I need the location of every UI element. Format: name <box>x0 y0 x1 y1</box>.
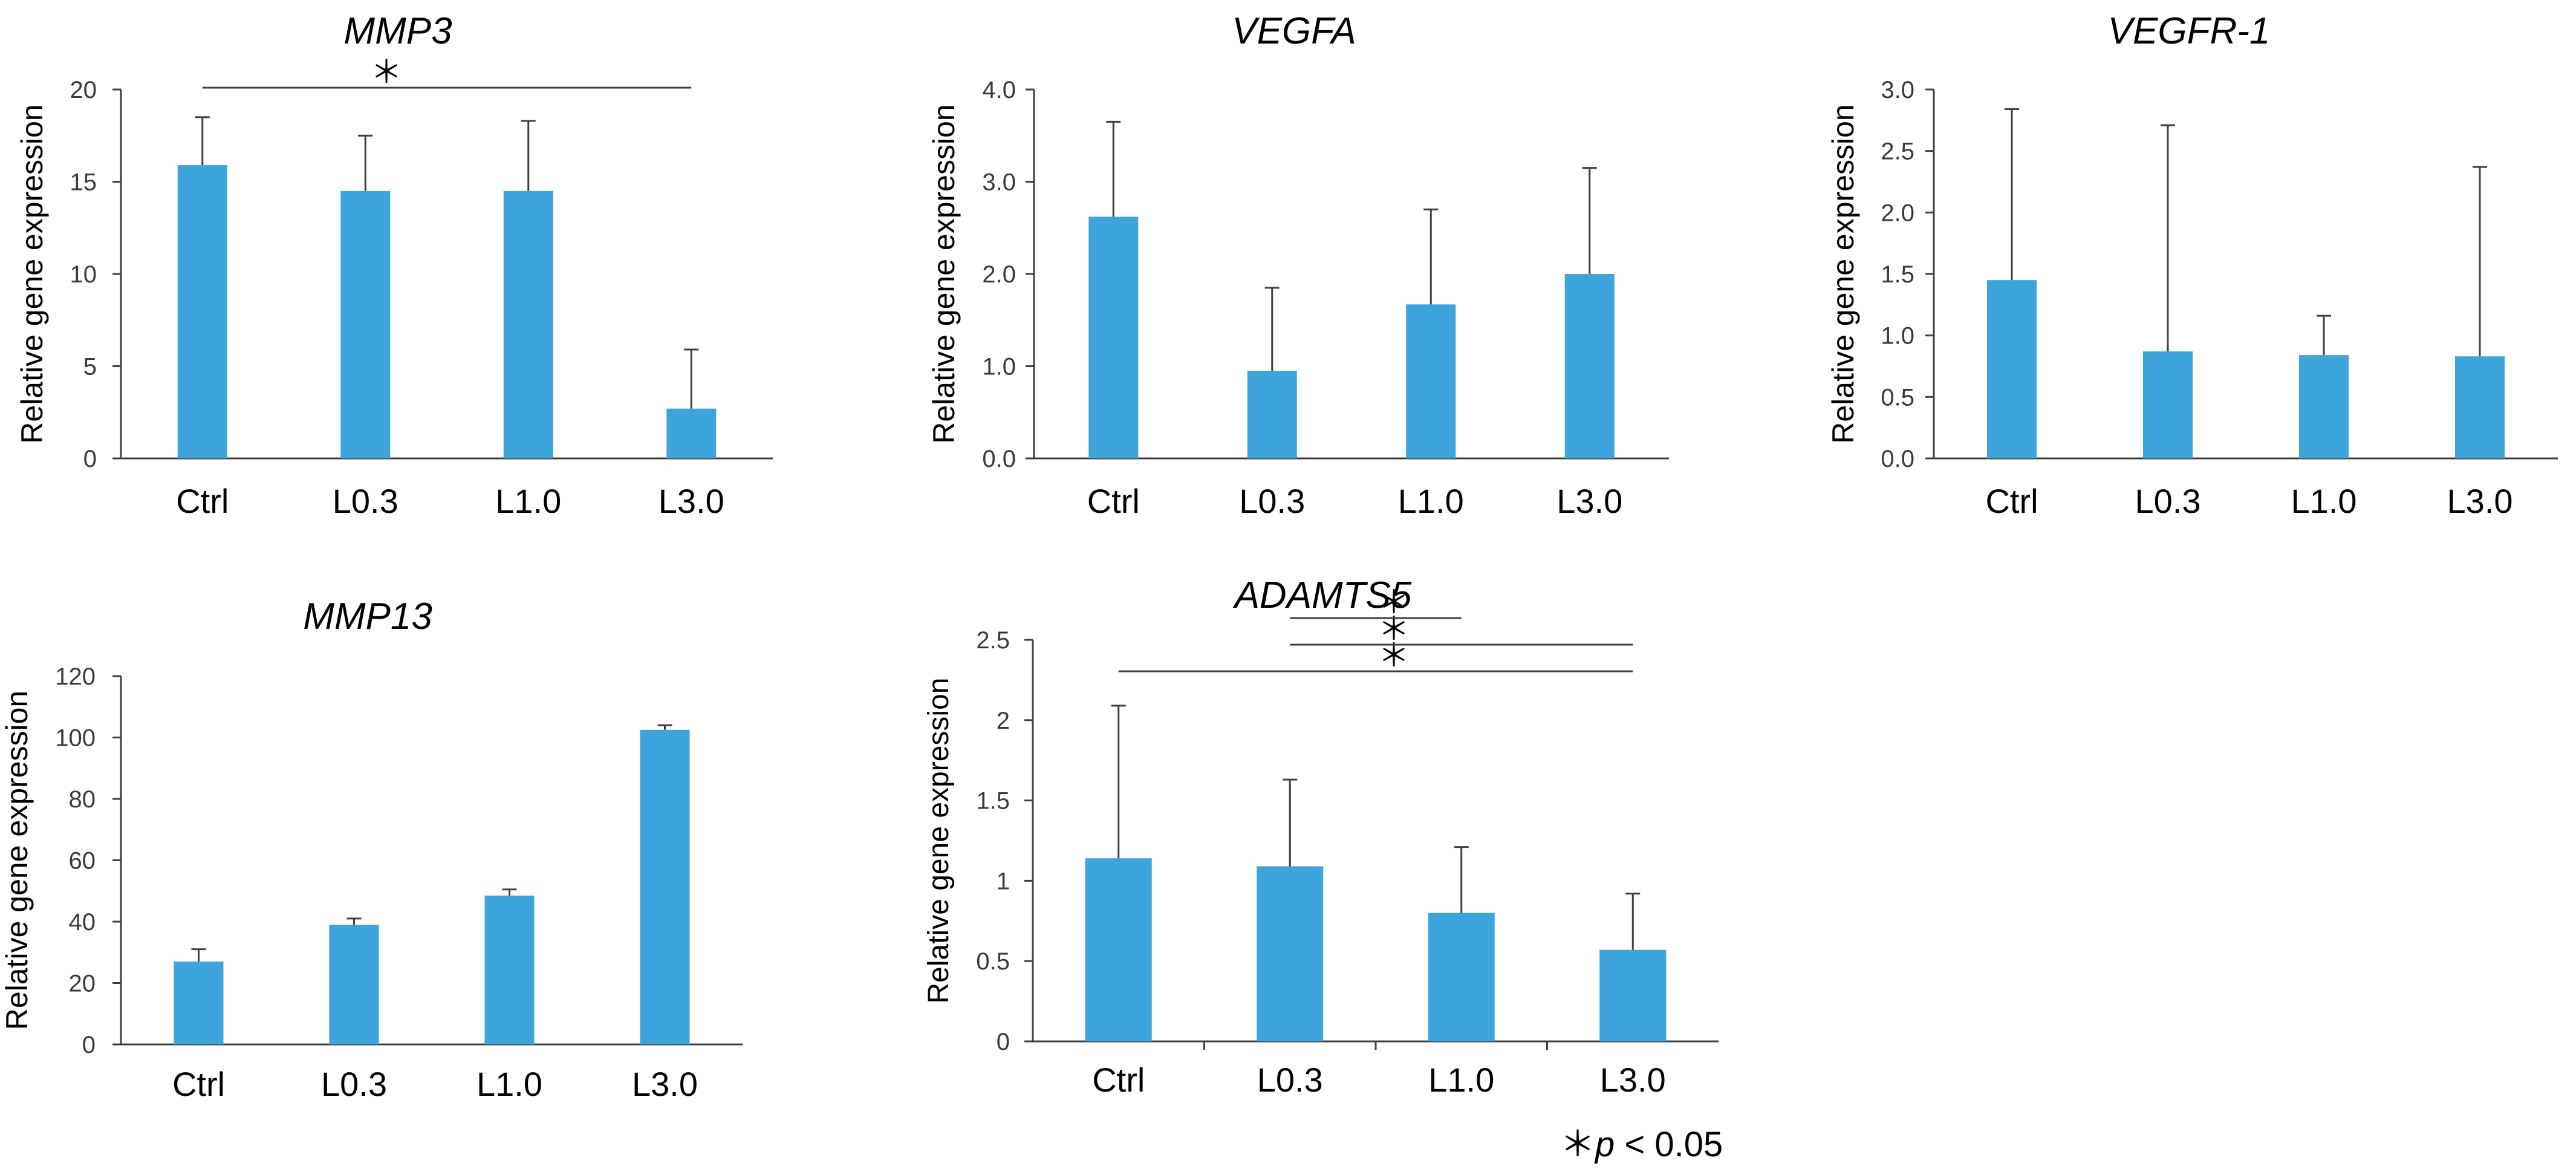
y-axis-label: Relative gene expression <box>927 104 961 443</box>
significance-star: ＊ <box>1378 585 1410 620</box>
y-tick-label: 0.5 <box>1881 384 1914 411</box>
bar-L0.3 <box>1257 866 1324 1041</box>
significance-star: ＊ <box>371 55 402 90</box>
category-label: L1.0 <box>2291 482 2357 520</box>
category-label: Ctrl <box>1087 482 1140 520</box>
significance-footnote: ＊p < 0.05 <box>1560 1116 1723 1167</box>
y-tick-label: 1.5 <box>976 788 1010 815</box>
bar-L1.0 <box>503 190 553 458</box>
category-label: L3.0 <box>659 482 724 520</box>
bar-L3.0 <box>2455 356 2505 458</box>
footnote-threshold: < 0.05 <box>1615 1125 1723 1164</box>
category-label: Ctrl <box>1092 1061 1145 1099</box>
bar-L1.0 <box>484 895 535 1044</box>
bar-Ctrl <box>1088 217 1139 458</box>
y-tick-label: 10 <box>70 261 97 288</box>
bar-L1.0 <box>1428 913 1495 1041</box>
y-tick-label: 20 <box>70 77 97 103</box>
y-tick-label: 0.5 <box>976 948 1010 975</box>
bar-Ctrl <box>1085 858 1152 1041</box>
bar-L1.0 <box>1406 304 1456 458</box>
bar-Ctrl <box>174 961 224 1044</box>
y-axis-label: Relative gene expression <box>0 691 34 1030</box>
chart-title: VEGFA <box>1232 10 1356 52</box>
y-tick-label: 2.0 <box>1881 200 1914 226</box>
category-label: Ctrl <box>176 482 229 520</box>
y-tick-label: 0 <box>82 1032 96 1058</box>
y-tick-label: 1 <box>997 868 1010 894</box>
chart-mmp3: MMP3 Relative gene expression 0 5 10 15 20 Ctrl… <box>15 10 773 520</box>
bar-Ctrl <box>177 165 227 458</box>
chart-vegfa: VEGFA Relative gene expression 0.0 1.0 2.0 3.… <box>927 10 1669 520</box>
y-tick-label: 100 <box>55 725 96 752</box>
y-tick-label: 120 <box>55 663 96 690</box>
bar-L3.0 <box>1599 949 1667 1041</box>
category-label: L1.0 <box>495 482 561 520</box>
y-tick-label: 3.0 <box>982 169 1016 196</box>
y-tick-label: 80 <box>69 786 96 813</box>
footnote-p: p <box>1595 1125 1615 1164</box>
y-tick-label: 20 <box>69 971 96 997</box>
category-label: L1.0 <box>1428 1061 1494 1099</box>
category-label: L3.0 <box>1556 482 1622 520</box>
y-tick-label: 0.0 <box>1881 446 1914 472</box>
bar-L0.3 <box>340 190 391 458</box>
y-tick-label: 0 <box>83 446 97 472</box>
chart-title: MMP13 <box>303 596 432 637</box>
y-tick-label: 60 <box>69 848 96 874</box>
category-label: L1.0 <box>476 1065 542 1103</box>
y-tick-label: 4.0 <box>982 77 1016 103</box>
y-axis-label: Relative gene expression <box>1826 104 1860 443</box>
y-tick-label: 2.5 <box>976 627 1010 654</box>
category-label: L0.3 <box>321 1065 387 1103</box>
footnote-star: ＊ <box>1560 1125 1596 1164</box>
category-label: L1.0 <box>1398 482 1464 520</box>
y-tick-label: 3.0 <box>1881 77 1914 103</box>
chart-vegfr1: VEGFR-1 Relative gene expression 0.0 0.5 1.0… <box>1826 10 2558 520</box>
y-axis-label: Relative gene expression <box>923 678 955 1004</box>
y-tick-label: 2.0 <box>982 261 1016 288</box>
category-label: Ctrl <box>1985 482 2038 520</box>
category-label: L0.3 <box>1257 1061 1323 1099</box>
bar-L0.3 <box>1247 371 1297 458</box>
bar-L0.3 <box>2143 351 2193 458</box>
bar-L1.0 <box>2299 355 2349 458</box>
bar-L3.0 <box>1564 274 1615 458</box>
bar-L0.3 <box>329 925 379 1044</box>
category-label: L3.0 <box>1600 1061 1666 1099</box>
bar-L3.0 <box>640 729 690 1044</box>
category-label: L3.0 <box>632 1065 698 1103</box>
category-label: Ctrl <box>172 1065 225 1103</box>
y-tick-label: 15 <box>70 169 97 196</box>
category-label: L3.0 <box>2447 482 2513 520</box>
bar-Ctrl <box>1987 280 2037 458</box>
y-tick-label: 1.0 <box>982 354 1016 380</box>
y-tick-label: 0 <box>997 1029 1010 1055</box>
chart-title: VEGFR-1 <box>2108 10 2271 52</box>
chart-title: MMP3 <box>343 10 452 52</box>
y-tick-label: 40 <box>69 909 96 936</box>
y-axis-label: Relative gene expression <box>15 104 49 443</box>
y-tick-label: 0.0 <box>982 446 1016 472</box>
y-tick-label: 5 <box>83 354 97 380</box>
y-tick-label: 2.5 <box>1881 138 1914 165</box>
y-tick-label: 1.0 <box>1881 323 1914 350</box>
category-label: L0.3 <box>333 482 398 520</box>
y-tick-label: 1.5 <box>1881 261 1914 288</box>
category-label: L0.3 <box>2135 482 2201 520</box>
y-tick-label: 2 <box>997 708 1010 734</box>
chart-mmp13: MMP13 Relative gene expression 0 20 40 60 80 10… <box>0 596 743 1103</box>
chart-title: ADAMTS5 <box>1232 575 1412 616</box>
category-label: L0.3 <box>1239 482 1305 520</box>
bar-L3.0 <box>666 408 717 458</box>
chart-adamts5: ADAMTS5 Relative gene expression 0 0.5 1 1.5 2… <box>923 575 1719 1099</box>
